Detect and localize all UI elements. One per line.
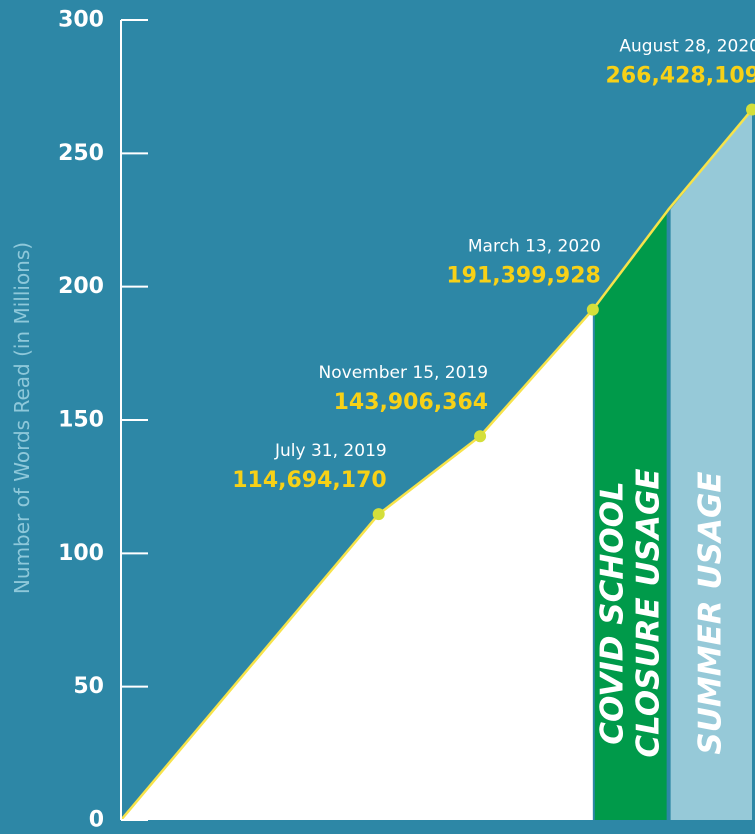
band-0 xyxy=(594,209,667,821)
point-value-label-0: 114,694,170 xyxy=(232,468,386,493)
point-date-label-2: March 13, 2020 xyxy=(468,237,601,257)
y-tick-label-3: 150 xyxy=(58,408,104,433)
point-value-label-2: 191,399,928 xyxy=(446,264,600,289)
point-date-label-3: August 28, 2020 xyxy=(619,37,755,57)
y-axis-label: Number of Words Read (in Millions) xyxy=(10,242,34,594)
band-1 xyxy=(670,109,752,821)
band-0-label-1: CLOSURE USAGE xyxy=(631,468,667,757)
point-value-label-1: 143,906,364 xyxy=(334,390,488,415)
band-1-label-0: SUMMER USAGE xyxy=(692,471,728,754)
point-value-label-3: 266,428,109 xyxy=(606,64,755,89)
point-date-label-0: July 31, 2019 xyxy=(274,441,387,461)
y-tick-label-4: 200 xyxy=(58,274,104,299)
band-0-label-0: COVID SCHOOL xyxy=(595,481,631,745)
y-tick-label-1: 50 xyxy=(73,674,104,699)
y-tick-label-0: 0 xyxy=(89,808,104,833)
area-layer xyxy=(120,108,753,821)
series-line xyxy=(120,108,753,821)
marker-layer xyxy=(372,103,755,521)
bands-layer xyxy=(594,109,752,821)
data-point-2 xyxy=(586,303,599,316)
y-tick-label-6: 300 xyxy=(58,8,104,33)
band-text-layer: COVID SCHOOL CLOSURE USAGE SUMMER USAGE xyxy=(595,468,729,757)
y-tick-label-2: 100 xyxy=(58,541,104,566)
tick-layer: 0 50 100 150 200 250 300 xyxy=(58,8,148,833)
y-tick-label-5: 250 xyxy=(58,141,104,166)
label-layer: Number of Words Read (in Millions) July 3… xyxy=(10,37,755,595)
point-date-label-1: November 15, 2019 xyxy=(319,363,489,383)
data-point-0 xyxy=(372,508,385,521)
area-fill xyxy=(121,309,593,820)
data-point-3 xyxy=(746,103,755,116)
data-point-1 xyxy=(474,430,487,443)
